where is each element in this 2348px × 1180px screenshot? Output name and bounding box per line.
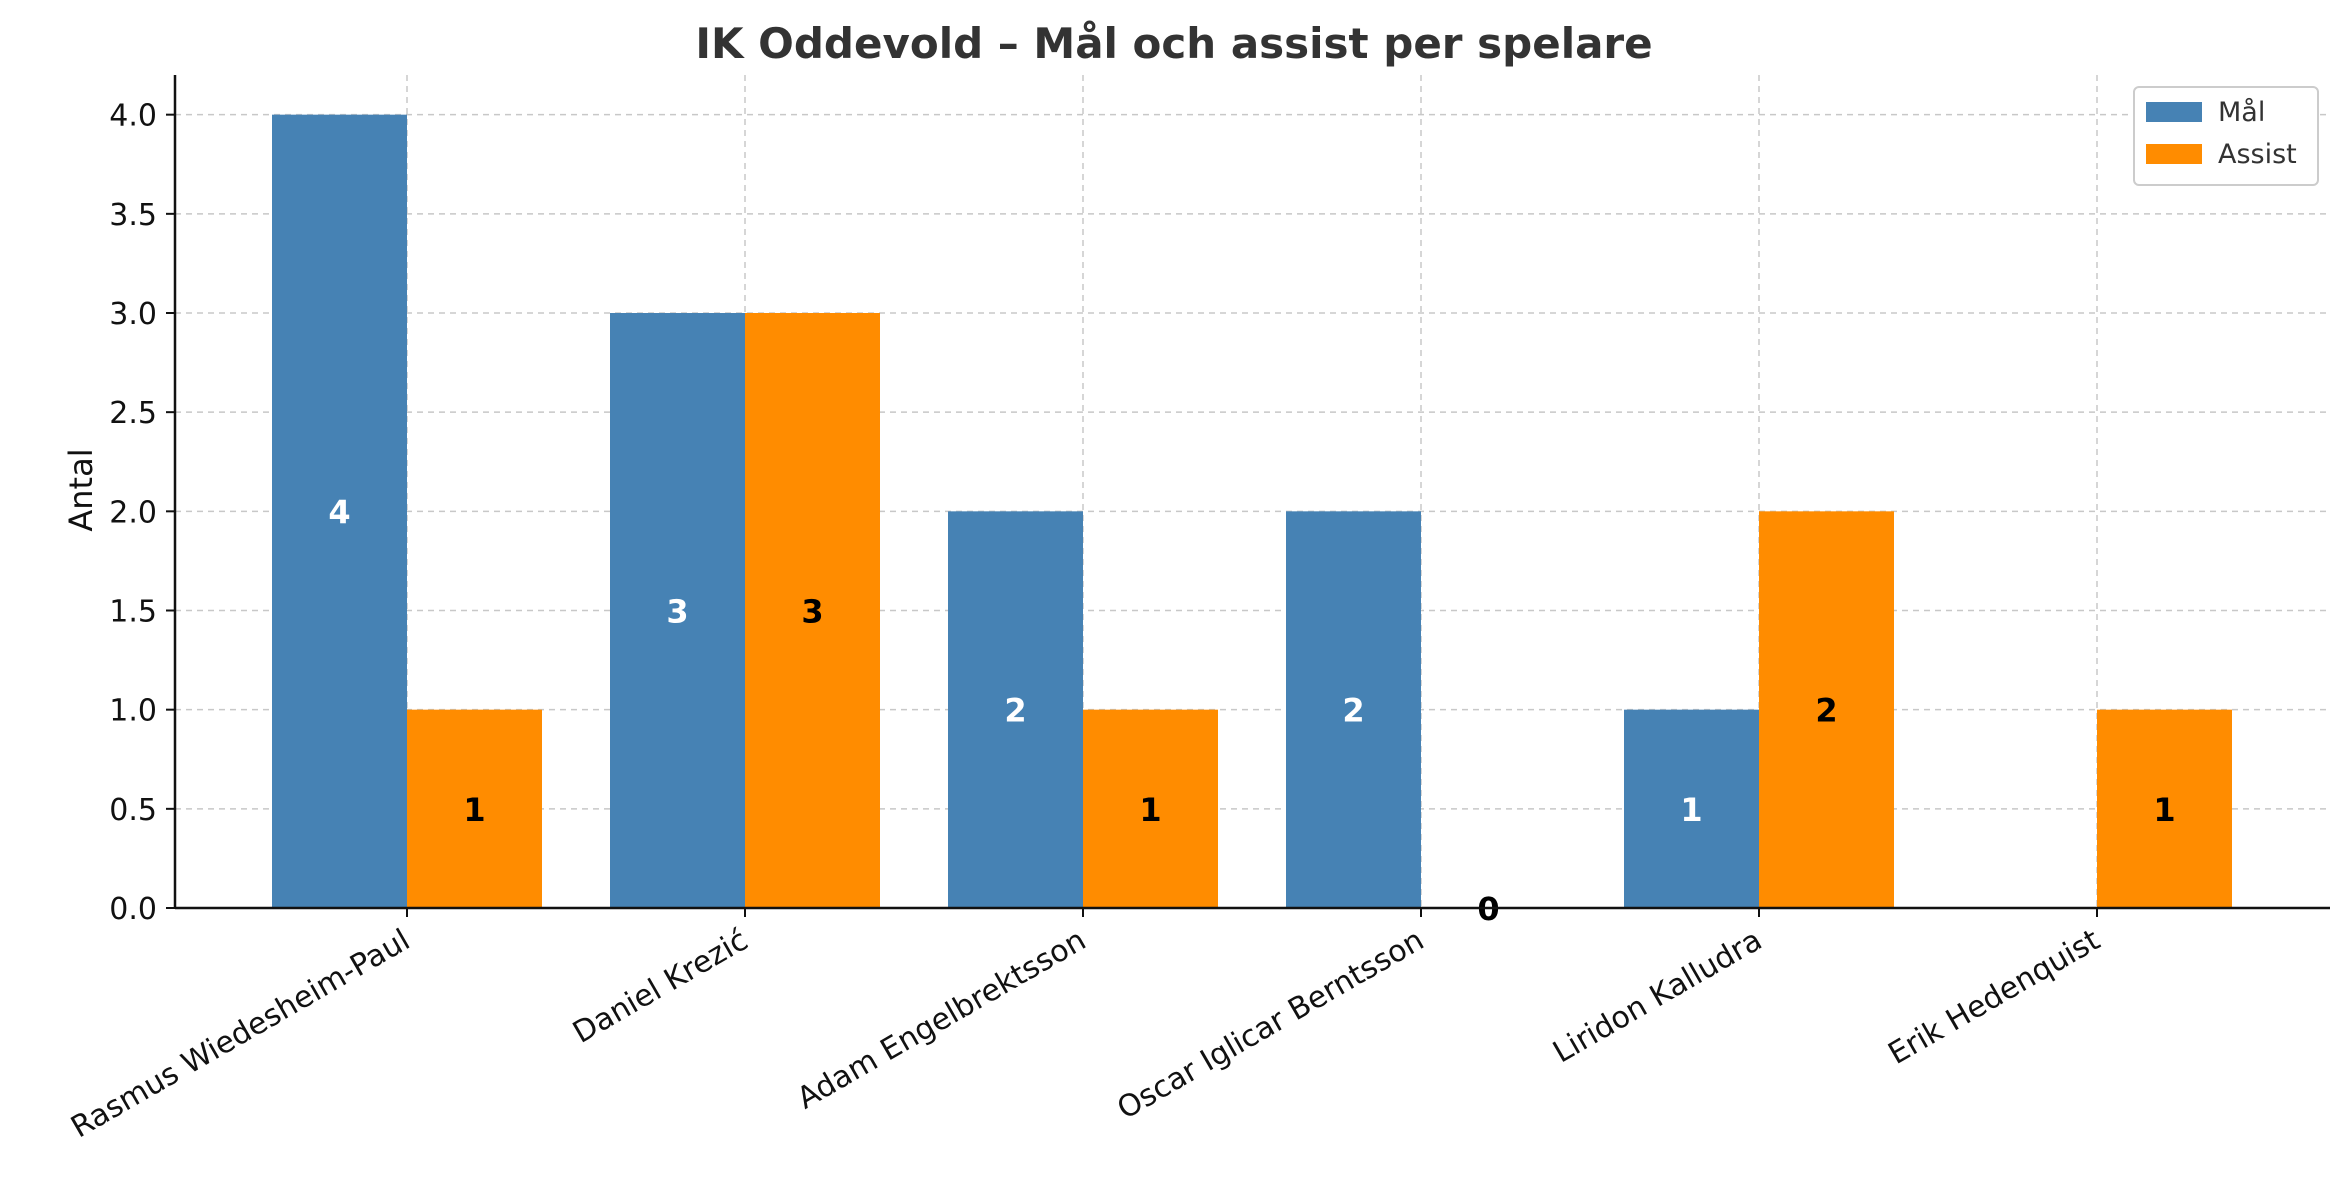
bars xyxy=(272,114,2232,908)
y-tick-label: 0.5 xyxy=(109,793,157,828)
bar-mal xyxy=(1286,511,1421,908)
bar-assist xyxy=(745,313,880,908)
y-tick-label: 1.5 xyxy=(109,595,157,630)
bar-assist xyxy=(1083,709,1218,908)
y-tick-label: 3.0 xyxy=(109,297,157,332)
y-tick-label: 1.0 xyxy=(109,694,157,729)
legend-swatch xyxy=(2146,144,2202,164)
x-tick-label: Rasmus Wiedesheim-Paul xyxy=(65,923,416,1146)
bar-assist xyxy=(1759,511,1894,908)
x-tick-label: Erik Hedenquist xyxy=(1883,923,2107,1072)
legend-label: Mål xyxy=(2218,97,2265,128)
y-tick-label: 2.5 xyxy=(109,396,157,431)
legend: Mål Assist xyxy=(2133,86,2319,186)
bar-mal xyxy=(272,114,407,908)
y-tick-label: 4.0 xyxy=(109,99,157,134)
bar-value-label: 3 xyxy=(666,593,688,631)
bar-mal xyxy=(1624,709,1759,908)
bar-value-label: 2 xyxy=(1342,692,1364,730)
bar-value-label: 4 xyxy=(328,493,350,531)
y-axis-label: Antal xyxy=(62,448,100,531)
x-tick-label: Oscar Iglicar Berntsson xyxy=(1112,923,1430,1127)
x-tick-label: Adam Engelbrektsson xyxy=(791,923,1092,1117)
bar-mal xyxy=(610,313,745,908)
bar-assist xyxy=(2097,709,2232,908)
bar-value-label: 2 xyxy=(1004,692,1026,730)
bar-value-label: 1 xyxy=(2153,791,2175,829)
bar-mal xyxy=(948,511,1083,908)
bar-value-label: 1 xyxy=(1139,791,1161,829)
y-tick-label: 3.5 xyxy=(109,198,157,233)
bar-value-label: 1 xyxy=(1680,791,1702,829)
bar-value-label: 3 xyxy=(801,593,823,631)
legend-swatch xyxy=(2146,102,2202,122)
bar-value-label: 1 xyxy=(463,791,485,829)
legend-label: Assist xyxy=(2218,139,2297,170)
x-tick-label: Liridon Kalludra xyxy=(1547,923,1768,1071)
chart-title: IK Oddevold – Mål och assist per spelare xyxy=(695,19,1652,68)
y-tick-label: 0.0 xyxy=(109,892,157,927)
bar-assist xyxy=(407,709,542,908)
x-tick-label: Daniel Krezić xyxy=(567,923,754,1051)
y-tick-label: 2.0 xyxy=(109,495,157,530)
bar-value-label: 2 xyxy=(1815,692,1837,730)
